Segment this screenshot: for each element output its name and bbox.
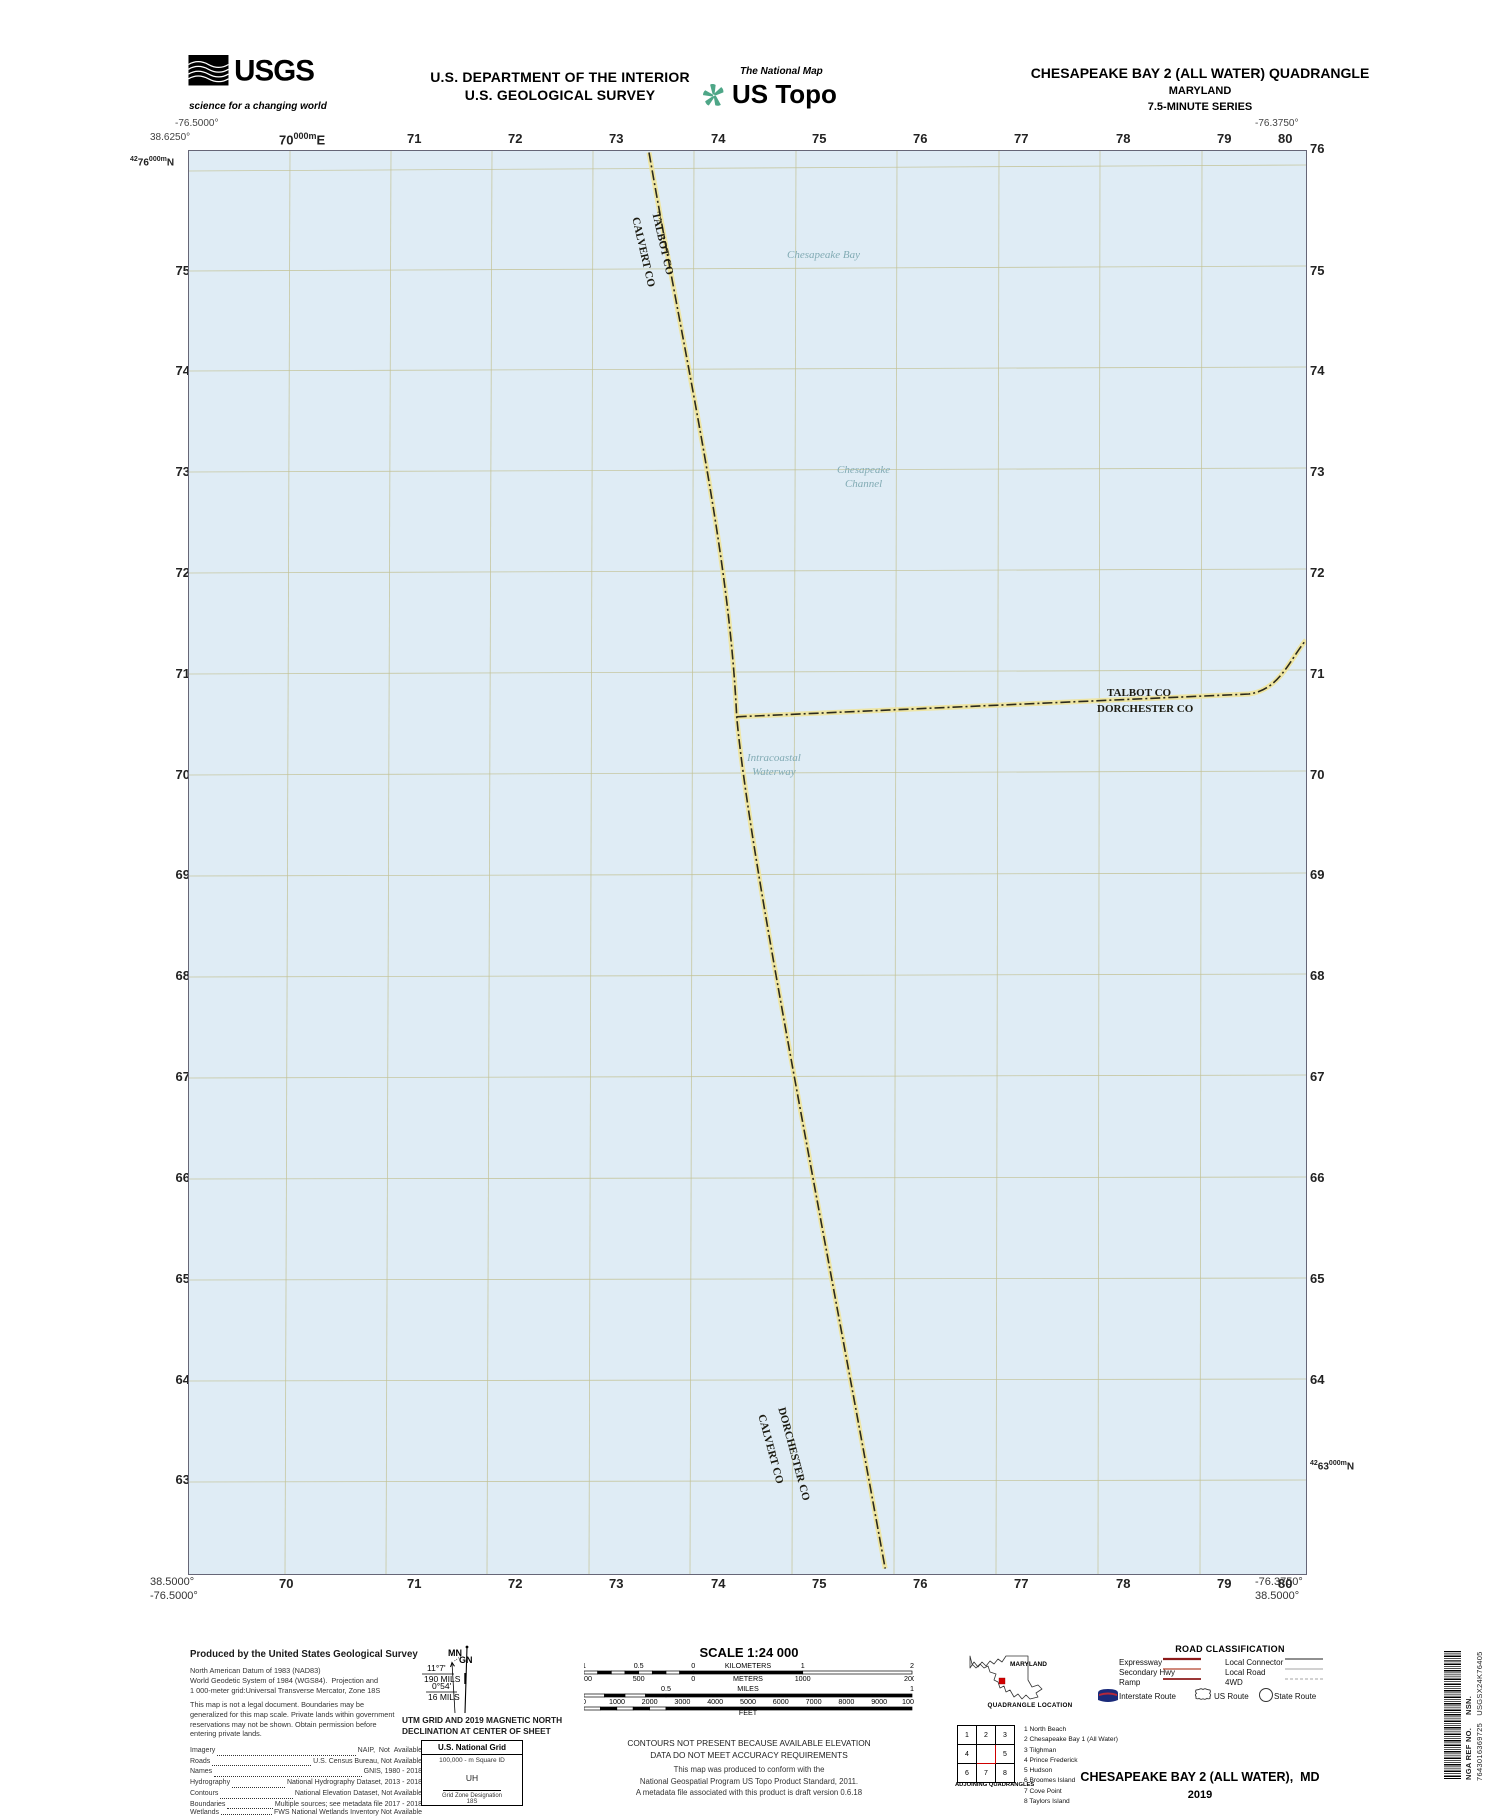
svg-text:1: 1 <box>801 1662 805 1670</box>
svg-text:0: 0 <box>691 1674 695 1683</box>
svg-text:1000: 1000 <box>609 1697 625 1706</box>
svg-text:0.5: 0.5 <box>661 1684 671 1693</box>
svg-text:6000: 6000 <box>773 1697 789 1706</box>
svg-text:500: 500 <box>633 1674 645 1683</box>
svg-text:2: 2 <box>910 1662 914 1670</box>
svg-text:10000: 10000 <box>902 1697 914 1706</box>
svg-text:MARYLAND: MARYLAND <box>1010 1661 1047 1668</box>
svg-text:MILES: MILES <box>737 1684 759 1693</box>
svg-text:2000: 2000 <box>642 1697 658 1706</box>
svg-text:METERS: METERS <box>733 1674 763 1683</box>
svg-text:4000: 4000 <box>707 1697 723 1706</box>
svg-text:1000: 1000 <box>584 1674 592 1683</box>
svg-text:1: 1 <box>584 1662 586 1670</box>
svg-text:KILOMETERS: KILOMETERS <box>725 1662 772 1670</box>
svg-text:MN: MN <box>448 1648 462 1658</box>
svg-text:5000: 5000 <box>740 1697 756 1706</box>
svg-text:USGS: USGS <box>234 55 314 88</box>
svg-text:7000: 7000 <box>806 1697 822 1706</box>
svg-text:1: 1 <box>910 1684 914 1693</box>
svg-text:0: 0 <box>691 1662 695 1670</box>
svg-text:0: 0 <box>584 1697 586 1706</box>
svg-text:3000: 3000 <box>674 1697 690 1706</box>
svg-text:1000: 1000 <box>795 1674 811 1683</box>
svg-text:11°7': 11°7' <box>427 1663 446 1673</box>
svg-text:8000: 8000 <box>838 1697 854 1706</box>
svg-text:0.5: 0.5 <box>634 1662 644 1670</box>
svg-text:16 MILS: 16 MILS <box>428 1692 460 1702</box>
svg-text:9000: 9000 <box>871 1697 887 1706</box>
svg-text:0°54': 0°54' <box>432 1681 452 1691</box>
svg-text:2000: 2000 <box>904 1674 914 1683</box>
